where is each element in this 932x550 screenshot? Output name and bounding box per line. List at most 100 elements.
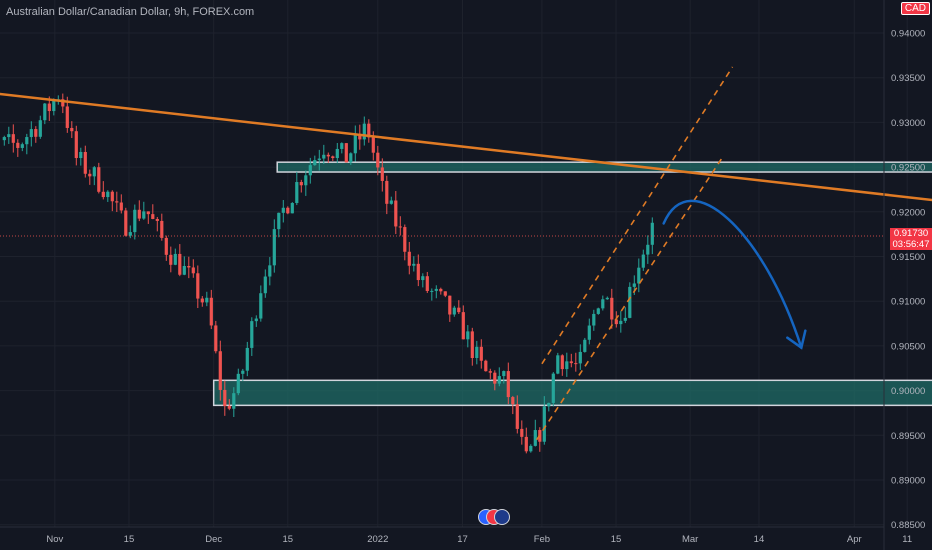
candle-body	[619, 320, 623, 325]
candle-body	[254, 318, 258, 322]
bar-countdown: 03:56:47	[892, 238, 930, 250]
x-tick-label: 15	[611, 534, 622, 545]
candle-body	[421, 276, 425, 281]
symbol-title: Australian Dollar/Canadian Dollar, 9h, F…	[6, 6, 255, 18]
candle-body	[547, 402, 551, 407]
candle-body	[173, 253, 177, 265]
x-tick-label: 15	[283, 534, 294, 545]
y-tick-label: 0.90000	[891, 386, 925, 397]
candle-body	[358, 133, 362, 140]
candle-body	[484, 360, 488, 372]
candle-body	[29, 129, 33, 138]
economic-events[interactable]	[478, 509, 510, 525]
candle-body	[578, 351, 582, 364]
candle-body	[106, 191, 110, 198]
candle-body	[461, 312, 465, 340]
candle-body	[245, 347, 249, 371]
candle-body	[475, 346, 479, 359]
x-axis[interactable]: Nov15Dec15202217Feb15Mar14Apr1121May	[0, 526, 932, 545]
candle-body	[286, 207, 290, 214]
candle-body	[299, 182, 303, 186]
candle-body	[565, 361, 569, 370]
candle-body	[128, 232, 132, 236]
candle-body	[560, 355, 564, 370]
candle-body	[632, 283, 636, 287]
candle-body	[497, 376, 501, 384]
candle-body	[362, 123, 366, 140]
candle-body	[623, 317, 627, 321]
candle-body	[398, 226, 402, 228]
candle-body	[79, 151, 83, 159]
candle-body	[385, 180, 389, 204]
current-price-tag: 0.91730 03:56:47	[890, 227, 932, 250]
channel-lower-line[interactable]	[535, 157, 723, 441]
candle-body	[70, 127, 74, 132]
candle-body	[151, 214, 155, 219]
projection-arrow[interactable]	[662, 199, 803, 349]
candle-body	[430, 290, 434, 292]
candle-body	[308, 165, 312, 176]
candle-body	[241, 370, 245, 374]
candle-body	[250, 321, 254, 348]
y-tick-label: 0.93000	[891, 118, 925, 129]
x-tick-label: 2022	[367, 534, 388, 545]
candle-body	[466, 331, 470, 340]
candle-body	[520, 428, 524, 437]
grid	[0, 0, 908, 527]
candle-body	[101, 191, 105, 198]
candle-body	[16, 142, 20, 148]
candle-body	[457, 307, 461, 313]
candle-body	[196, 273, 200, 299]
x-tick-label: 17	[457, 534, 468, 545]
candle-body	[187, 265, 191, 268]
candle-body	[317, 158, 321, 161]
candle-body	[380, 167, 384, 181]
candle-body	[155, 218, 159, 221]
candle-body	[110, 191, 114, 202]
candle-body	[295, 182, 299, 204]
candle-body	[232, 393, 236, 409]
candles	[2, 93, 654, 454]
candle-body	[182, 265, 186, 275]
candle-body	[605, 297, 609, 300]
candle-body	[641, 254, 645, 268]
y-tick-label: 0.90500	[891, 341, 925, 352]
candle-body	[52, 100, 56, 112]
candle-body	[637, 267, 641, 284]
candle-body	[97, 167, 101, 192]
candle-body	[47, 103, 51, 112]
candle-body	[236, 373, 240, 394]
candle-body	[268, 265, 272, 277]
candle-body	[502, 371, 506, 377]
candle-body	[2, 137, 6, 141]
candle-body	[587, 325, 591, 340]
channel-upper-line[interactable]	[541, 66, 734, 365]
trendline[interactable]	[0, 84, 932, 202]
candle-body	[178, 253, 182, 275]
candle-body	[92, 167, 96, 177]
candle-body	[551, 373, 555, 403]
y-tick-label: 0.92500	[891, 163, 925, 174]
candle-body	[124, 210, 128, 236]
candle-body	[20, 144, 24, 148]
candle-body	[38, 120, 42, 137]
candle-body	[43, 103, 47, 121]
candle-body	[394, 200, 398, 227]
y-axis[interactable]: 0.94000 0.93500 0.93000 0.92500 0.92000 0.915…	[883, 0, 925, 550]
candle-body	[83, 151, 87, 174]
candle-body	[506, 371, 510, 398]
candle-body	[146, 211, 150, 215]
x-tick-label: Mar	[682, 534, 698, 545]
currency-badge[interactable]: CAD	[900, 2, 930, 15]
x-tick-label: Dec	[205, 534, 222, 545]
candle-body	[349, 153, 353, 163]
candle-body	[601, 299, 605, 309]
candle-body	[569, 361, 573, 364]
candle-body	[628, 286, 632, 318]
candle-body	[646, 244, 650, 255]
candle-body	[74, 131, 78, 159]
candle-body	[425, 276, 429, 292]
event-flag-icon[interactable]	[494, 509, 510, 525]
